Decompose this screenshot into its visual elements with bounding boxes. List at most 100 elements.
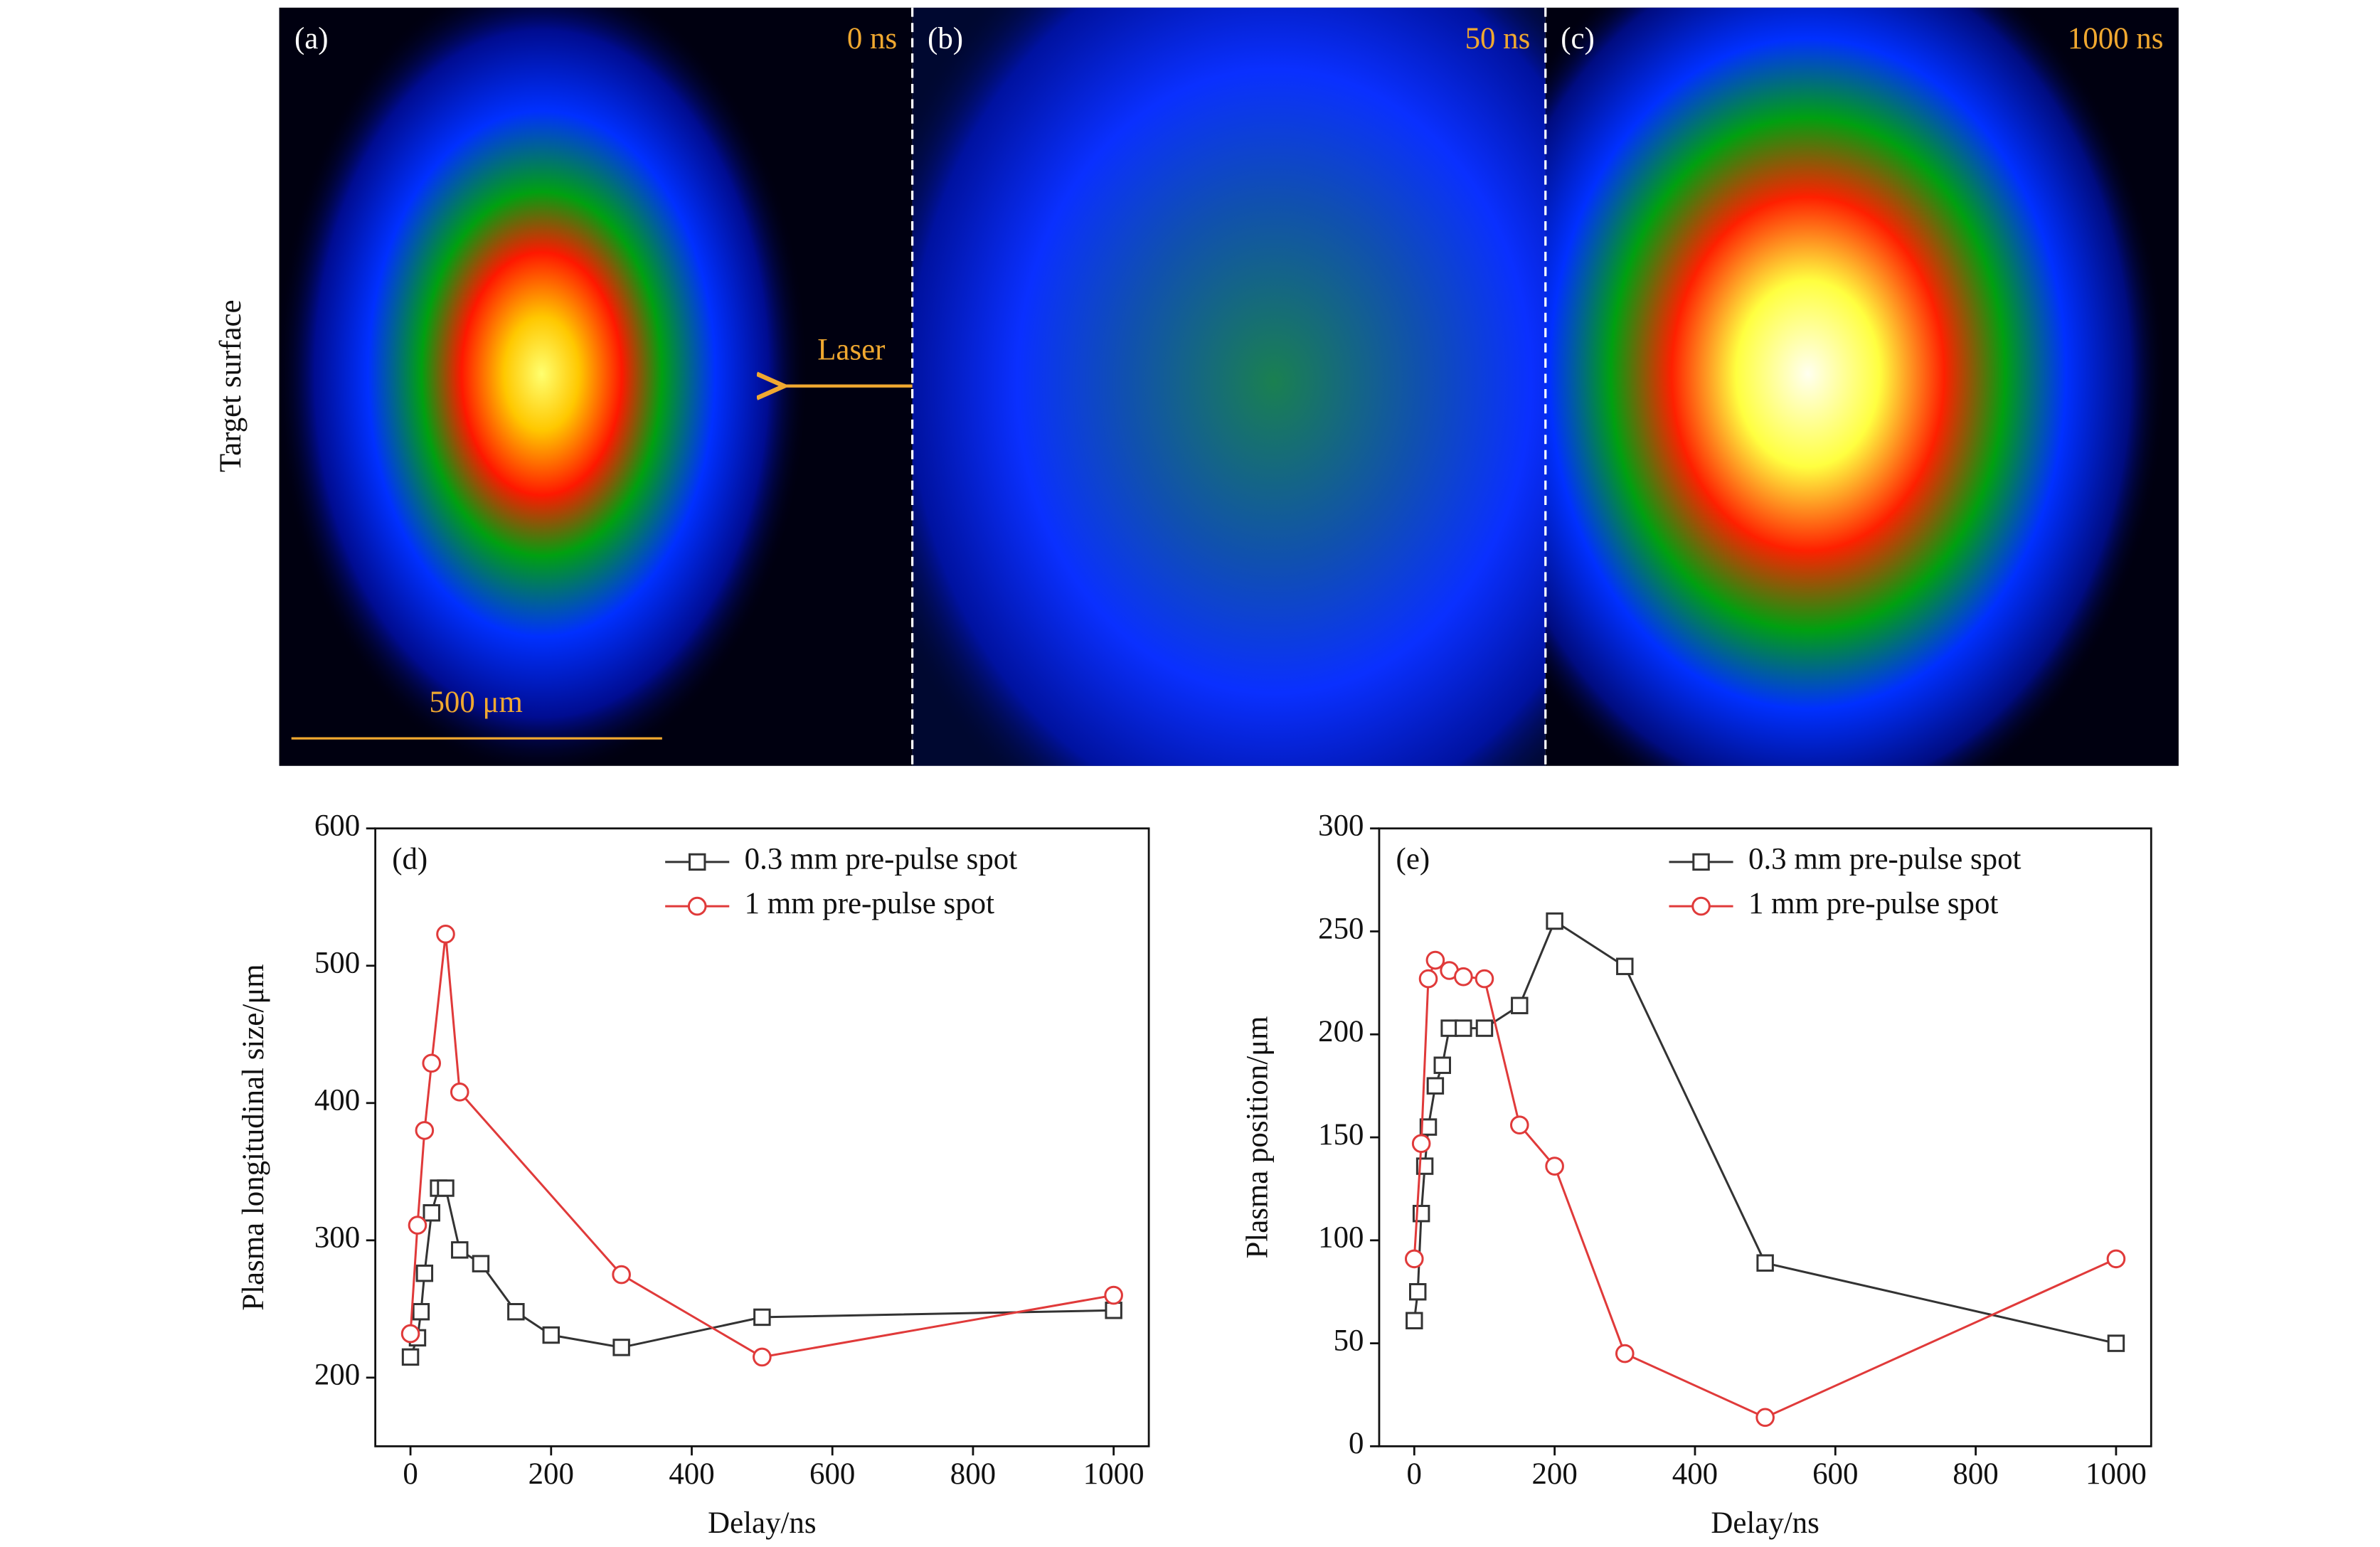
marker bbox=[1411, 1134, 1431, 1154]
y-tick-label: 600 bbox=[314, 809, 360, 843]
panel-label: (a) bbox=[294, 22, 329, 55]
plot-frame bbox=[1378, 827, 2152, 1447]
y-axis-label: Plasma longitudinal size/μm bbox=[237, 964, 270, 1310]
series-line bbox=[409, 1186, 1114, 1358]
x-tick-label: 200 bbox=[528, 1457, 574, 1491]
marker bbox=[1425, 950, 1445, 970]
y-tick-label: 200 bbox=[1318, 1015, 1364, 1048]
x-tick-label: 0 bbox=[403, 1457, 418, 1491]
marker bbox=[1418, 969, 1438, 989]
y-tick-label: 250 bbox=[1318, 912, 1364, 945]
x-tick-label: 0 bbox=[1407, 1457, 1422, 1491]
marker bbox=[1475, 1019, 1494, 1037]
panel-label: (e) bbox=[1396, 843, 1430, 876]
marker bbox=[1616, 957, 1634, 975]
y-tick-label: 150 bbox=[1318, 1118, 1364, 1152]
marker bbox=[401, 1348, 420, 1366]
legend-label: 1 mm pre-pulse spot bbox=[745, 887, 994, 920]
y-tick-label: 50 bbox=[1334, 1324, 1364, 1357]
plasma-glow bbox=[279, 7, 809, 766]
marker bbox=[415, 1121, 435, 1140]
laser-label: Laser bbox=[817, 333, 885, 366]
marker bbox=[422, 1053, 442, 1073]
marker bbox=[1404, 1249, 1424, 1269]
x-tick-label: 800 bbox=[950, 1457, 996, 1491]
marker bbox=[1104, 1285, 1123, 1305]
x-tick-label: 600 bbox=[809, 1457, 855, 1491]
marker bbox=[408, 1216, 427, 1235]
y-tick-label: 100 bbox=[1318, 1221, 1364, 1255]
panel-label: (d) bbox=[392, 843, 427, 876]
y-tick-label: 300 bbox=[314, 1221, 360, 1255]
panel-label: (c) bbox=[1561, 22, 1595, 55]
x-axis-label: Delay/ns bbox=[708, 1506, 816, 1540]
marker bbox=[612, 1265, 631, 1285]
marker bbox=[1511, 996, 1529, 1014]
marker bbox=[753, 1308, 771, 1327]
plasma-glow bbox=[1545, 7, 2167, 766]
marker bbox=[1509, 1115, 1529, 1134]
marker bbox=[1426, 1077, 1445, 1095]
legend-label: 0.3 mm pre-pulse spot bbox=[1748, 843, 2022, 876]
y-axis-label: Plasma position/μm bbox=[1241, 1016, 1275, 1259]
marker bbox=[1440, 1019, 1458, 1037]
marker bbox=[1105, 1302, 1122, 1319]
series-line bbox=[409, 934, 1114, 1359]
time-label: 1000 ns bbox=[2068, 22, 2164, 55]
marker bbox=[1433, 1056, 1451, 1074]
marker bbox=[412, 1302, 430, 1321]
marker bbox=[1454, 967, 1473, 987]
marker bbox=[1545, 1157, 1564, 1176]
marker bbox=[450, 1083, 469, 1102]
marker bbox=[1615, 1344, 1635, 1363]
marker bbox=[436, 925, 455, 944]
marker bbox=[1409, 1282, 1427, 1301]
time-label: 50 ns bbox=[1465, 22, 1531, 55]
marker bbox=[753, 1347, 772, 1367]
marker bbox=[1419, 1118, 1438, 1136]
marker bbox=[1546, 912, 1563, 930]
x-tick-label: 800 bbox=[1953, 1457, 1998, 1491]
x-tick-label: 1000 bbox=[2086, 1457, 2147, 1491]
marker bbox=[542, 1326, 561, 1344]
marker bbox=[415, 1264, 434, 1282]
marker bbox=[1756, 1254, 1774, 1272]
time-label: 0 ns bbox=[847, 22, 897, 55]
image-strip: 500 μm Laser Target surface bbox=[214, 7, 2179, 766]
legend-marker bbox=[687, 896, 707, 916]
legend-label: 1 mm pre-pulse spot bbox=[1748, 887, 1998, 920]
marker bbox=[1406, 1312, 1423, 1329]
legend-marker bbox=[688, 853, 706, 871]
x-tick-label: 400 bbox=[1672, 1457, 1718, 1491]
x-axis-label: Delay/ns bbox=[1711, 1506, 1819, 1540]
y-tick-label: 400 bbox=[314, 1084, 360, 1117]
marker bbox=[507, 1302, 525, 1321]
marker bbox=[400, 1324, 420, 1344]
marker bbox=[2106, 1249, 2126, 1269]
marker bbox=[451, 1241, 469, 1259]
y-tick-label: 300 bbox=[1318, 809, 1364, 843]
marker bbox=[1755, 1408, 1775, 1428]
plot-frame bbox=[374, 827, 1150, 1447]
marker bbox=[437, 1179, 455, 1197]
y-tick-label: 200 bbox=[314, 1359, 360, 1392]
marker bbox=[612, 1339, 630, 1356]
x-tick-label: 1000 bbox=[1083, 1457, 1144, 1491]
plasma-glow bbox=[912, 7, 1546, 766]
x-tick-label: 400 bbox=[669, 1457, 714, 1491]
marker bbox=[423, 1203, 440, 1222]
x-tick-label: 200 bbox=[1531, 1457, 1577, 1491]
y-tick-label: 500 bbox=[314, 947, 360, 980]
legend-label: 0.3 mm pre-pulse spot bbox=[745, 843, 1018, 876]
y-tick-label: 0 bbox=[1349, 1427, 1364, 1460]
scale-bar-label: 500 μm bbox=[430, 686, 523, 719]
legend-marker bbox=[1691, 896, 1711, 916]
side-label: Target surface bbox=[214, 299, 248, 472]
series-line bbox=[1413, 958, 2117, 1419]
panel-label: (b) bbox=[928, 22, 963, 55]
marker bbox=[1455, 1019, 1472, 1037]
legend-marker bbox=[1692, 853, 1710, 871]
marker bbox=[1475, 969, 1494, 989]
x-tick-label: 600 bbox=[1812, 1457, 1858, 1491]
